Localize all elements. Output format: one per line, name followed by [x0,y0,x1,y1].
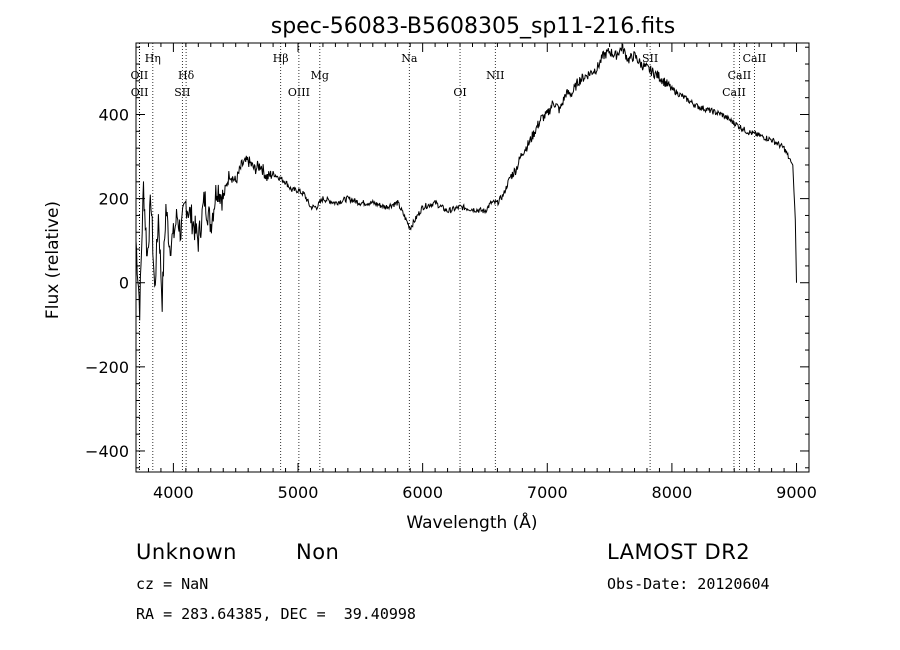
y-tick-label: 200 [98,190,129,209]
x-tick-label: 9000 [776,483,817,502]
y-tick-label: 0 [119,274,129,293]
x-tick-label: 4000 [153,483,194,502]
x-tick-label: 6000 [402,483,443,502]
spectral-line-label: Na [401,52,418,65]
spectral-line-label: SII [174,86,190,99]
spectral-line-label: Hδ [178,69,195,82]
spectral-line-label: OI [453,86,466,99]
plot-frame [135,42,810,473]
x-tick-label: 7000 [527,483,568,502]
y-tick-label: −400 [85,442,129,461]
plot-border [135,42,810,473]
x-axis: 4000 5000 6000 7000 8000 9000 [135,43,817,502]
survey-label: LAMOST DR2 [607,540,751,564]
coordinates-label: RA = 283.64385, DEC = 39.40998 [136,605,416,623]
spectral-line-label: Hβ [273,52,289,65]
spectral-line-label: CaII [743,52,767,65]
spectral-line-label: CaII [728,69,752,82]
x-axis-label: Wavelength (Å) [406,511,537,533]
spectral-line-label: OIII [288,86,310,99]
y-tick-label: −200 [85,358,129,377]
chart-title: spec-56083-B5608305_sp11-216.fits [271,14,676,39]
redshift-label: cz = NaN [136,575,209,593]
spectral-line-label: NII [486,69,504,82]
y-tick-label: 400 [98,106,129,125]
x-tick-label: 8000 [652,483,693,502]
spectral-line-label: CaII [722,86,746,99]
obs-date-label: Obs-Date: 20120604 [607,575,770,593]
spectral-subclass-label: Non [296,540,340,564]
spectral-line-label: Hη [145,52,161,65]
spectral-line-label: SII [642,52,658,65]
x-tick-label: 5000 [278,483,319,502]
y-axis: −400 −200 0 200 400 [85,46,809,469]
spectral-class-label: Unknown [136,540,237,564]
spectrum-series-line [135,43,797,321]
spectral-line-label: OII [131,86,149,99]
spectral-line-label: Mg [311,69,329,82]
y-axis-label: Flux (relative) [43,201,63,319]
spectral-line-label: OII [131,69,149,82]
